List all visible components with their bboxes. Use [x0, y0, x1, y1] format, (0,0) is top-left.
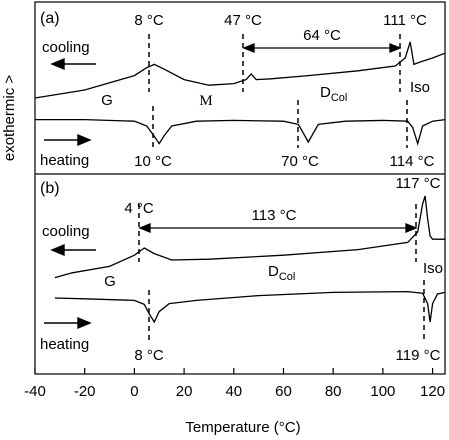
- b-range-arrowhead-left: [138, 223, 151, 233]
- b-anno-113: 113 °C: [252, 207, 297, 224]
- a-cooling-label: cooling: [42, 39, 90, 56]
- b-phase-dcol: DCol: [268, 263, 295, 283]
- x-tick-label: 100: [370, 383, 395, 400]
- b-anno-119: 119 °C: [396, 347, 441, 364]
- x-tick-label: 20: [176, 383, 193, 400]
- b-phase-g: G: [104, 273, 116, 290]
- b-phase-iso: Iso: [423, 260, 443, 277]
- a-heating-arrowhead: [77, 133, 92, 147]
- b-anno-117: 117 °C: [396, 175, 441, 192]
- plot-frame: [34, 1, 446, 375]
- a-cooling-arrowhead: [50, 57, 65, 71]
- a-anno-10: 10 °C: [134, 153, 172, 170]
- a-anno-111: 111 °C: [383, 12, 427, 29]
- panel-a-label: (a): [40, 10, 60, 27]
- b-phase-col-subscript: Col: [279, 271, 296, 283]
- panel-b-cooling-curve: [54, 195, 445, 279]
- y-axis-label: exothermic >: [1, 75, 18, 162]
- x-tick-label: -20: [74, 383, 96, 400]
- b-range-arrowhead-right: [405, 223, 418, 233]
- panel-a-cooling-curve: [34, 41, 446, 99]
- panel-b-heating-curve: [54, 290, 446, 324]
- a-phase-col-subscript: Col: [331, 92, 348, 104]
- a-anno-114: 114 °C: [390, 153, 435, 170]
- b-cooling-arrowhead: [50, 243, 65, 257]
- a-anno-70: 70 °C: [281, 153, 319, 170]
- a-phase-d: D: [320, 84, 331, 101]
- x-tick-label: 40: [225, 383, 242, 400]
- x-tick-label: 80: [325, 383, 342, 400]
- x-axis-ticks: -40 -20 0 20 40 60 80 100 120: [24, 368, 445, 400]
- b-anno-4: 4 °C: [124, 200, 154, 217]
- a-phase-dcol: DCol: [320, 84, 347, 104]
- a-phase-iso: Iso: [410, 79, 430, 96]
- b-anno-8: 8 °C: [134, 347, 164, 364]
- a-anno-8: 8 °C: [134, 12, 164, 29]
- x-tick-label: -40: [24, 383, 46, 400]
- panel-b-label: (b): [40, 180, 60, 197]
- a-anno-47: 47 °C: [224, 12, 262, 29]
- a-heating-label: heating: [40, 152, 89, 169]
- a-range-arrowhead-right: [389, 43, 402, 53]
- x-tick-label: 60: [275, 383, 292, 400]
- b-phase-d: D: [268, 263, 279, 280]
- panel-a-heating-curve: [35, 118, 446, 146]
- a-anno-64: 64 °C: [303, 27, 341, 44]
- b-cooling-label: cooling: [42, 223, 90, 240]
- b-heating-arrowhead: [77, 316, 92, 330]
- a-phase-m: M: [199, 93, 212, 109]
- x-axis-label: Temperature (°C): [185, 419, 300, 436]
- b-heating-label: heating: [40, 336, 89, 353]
- x-tick-label: 120: [420, 383, 445, 400]
- a-range-arrowhead-left: [242, 43, 255, 53]
- a-phase-g: G: [101, 92, 113, 109]
- x-tick-label: 0: [130, 383, 138, 400]
